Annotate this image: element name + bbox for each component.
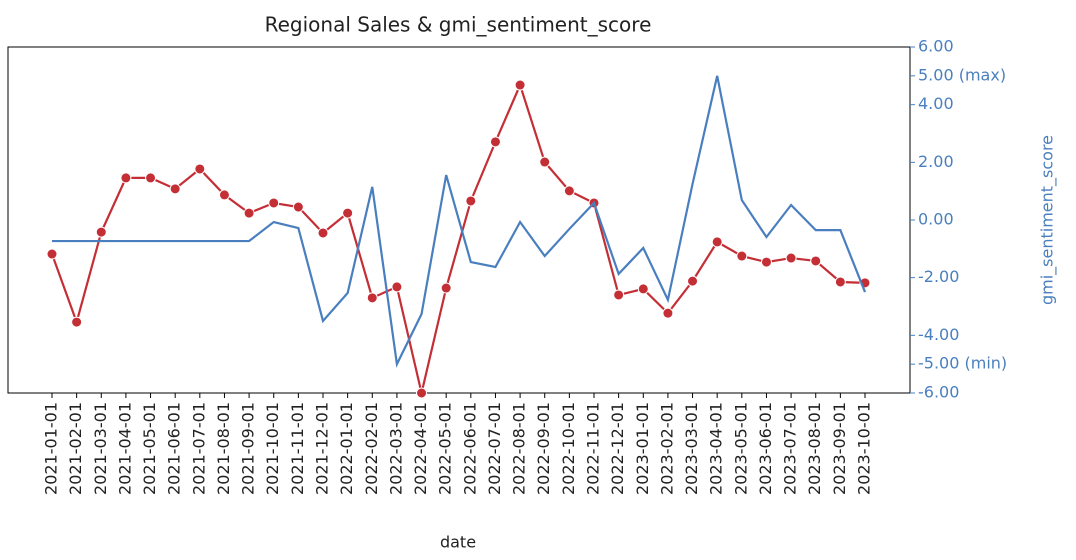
x-tick-label: 2021-07-01	[189, 402, 208, 495]
x-tick-label: 2022-09-01	[534, 402, 553, 495]
point	[687, 275, 699, 287]
x-tick-label: 2023-07-01	[781, 402, 800, 495]
point	[268, 197, 280, 209]
x-tick-label: 2023-04-01	[707, 402, 726, 495]
x-tick-label: 2021-10-01	[263, 402, 282, 495]
x-tick-label: 2023-08-01	[805, 402, 824, 495]
point	[145, 172, 157, 184]
point	[317, 227, 329, 239]
point	[342, 207, 354, 219]
x-axis-label: date	[440, 533, 476, 552]
x-tick-label: 2022-08-01	[510, 402, 529, 495]
point	[391, 281, 403, 293]
x-tick-label: 2021-11-01	[288, 402, 307, 495]
y2-tick-label: 0.00	[918, 210, 954, 229]
point	[662, 307, 674, 319]
point	[416, 387, 428, 399]
x-tick-label: 2021-05-01	[140, 402, 159, 495]
x-tick-label: 2021-08-01	[214, 402, 233, 495]
x-tick-label: 2023-06-01	[756, 402, 775, 495]
series-line	[52, 75, 867, 368]
y2-tick-label: -2.00	[918, 267, 959, 286]
x-tick-label: 2022-06-01	[460, 402, 479, 495]
x-tick-label: 2023-02-01	[657, 402, 676, 495]
x-tick-label: 2021-12-01	[313, 402, 332, 495]
x-tick-label: 2021-04-01	[115, 402, 134, 495]
point	[613, 289, 625, 301]
x-tick-label: 2022-01-01	[337, 402, 356, 495]
chart-title: Regional Sales & gmi_sentiment_score	[265, 13, 652, 37]
x-tick-label: 2022-03-01	[386, 402, 405, 495]
point	[514, 79, 526, 91]
point	[46, 248, 58, 260]
point	[760, 256, 772, 268]
point	[292, 201, 304, 213]
point	[366, 292, 378, 304]
series-line	[50, 81, 866, 394]
x-tick-label: 2022-04-01	[411, 402, 430, 495]
point	[169, 183, 181, 195]
point	[440, 282, 452, 294]
y2-tick-label: -5.00 (min)	[918, 354, 1007, 373]
x-tick-label: 2021-06-01	[165, 402, 184, 495]
point	[834, 276, 846, 288]
point	[563, 185, 575, 197]
point	[489, 136, 501, 148]
point	[243, 207, 255, 219]
x-tick-label: 2022-10-01	[559, 402, 578, 495]
y2-axis-label: gmi_sentiment_score	[1038, 135, 1058, 305]
point	[711, 236, 723, 248]
point	[465, 195, 477, 207]
y2-tick-label: 2.00	[918, 152, 954, 171]
x-tick-label: 2022-02-01	[362, 402, 381, 495]
x-tick-label: 2022-12-01	[608, 402, 627, 495]
x-tick-label: 2021-01-01	[42, 402, 61, 495]
x-tick-label: 2023-01-01	[633, 402, 652, 495]
y2-tick-label: -4.00	[918, 325, 959, 344]
x-tick-label: 2022-11-01	[584, 402, 603, 495]
point	[785, 252, 797, 264]
x-tick-label: 2021-02-01	[66, 402, 85, 495]
point	[95, 226, 107, 238]
y2-tick-label: 6.00	[918, 37, 954, 56]
point	[810, 255, 822, 267]
x-tick-label: 2023-05-01	[731, 402, 750, 495]
point	[218, 189, 230, 201]
point	[120, 172, 132, 184]
x-tick-label: 2023-10-01	[855, 402, 874, 495]
point	[637, 283, 649, 295]
point	[194, 163, 206, 175]
x-tick-label: 2023-03-01	[682, 402, 701, 495]
x-tick-label: 2022-07-01	[485, 402, 504, 495]
y2-tick-label: 5.00 (max)	[918, 65, 1006, 84]
x-tick-label: 2021-03-01	[91, 402, 110, 495]
point	[539, 156, 551, 168]
y2-tick-label: 4.00	[918, 94, 954, 113]
point	[736, 250, 748, 262]
y2-tick-label: -6.00	[918, 383, 959, 402]
point	[71, 316, 83, 328]
x-tick-label: 2022-05-01	[436, 402, 455, 495]
x-tick-label: 2023-09-01	[830, 402, 849, 495]
x-tick-label: 2021-09-01	[239, 402, 258, 495]
